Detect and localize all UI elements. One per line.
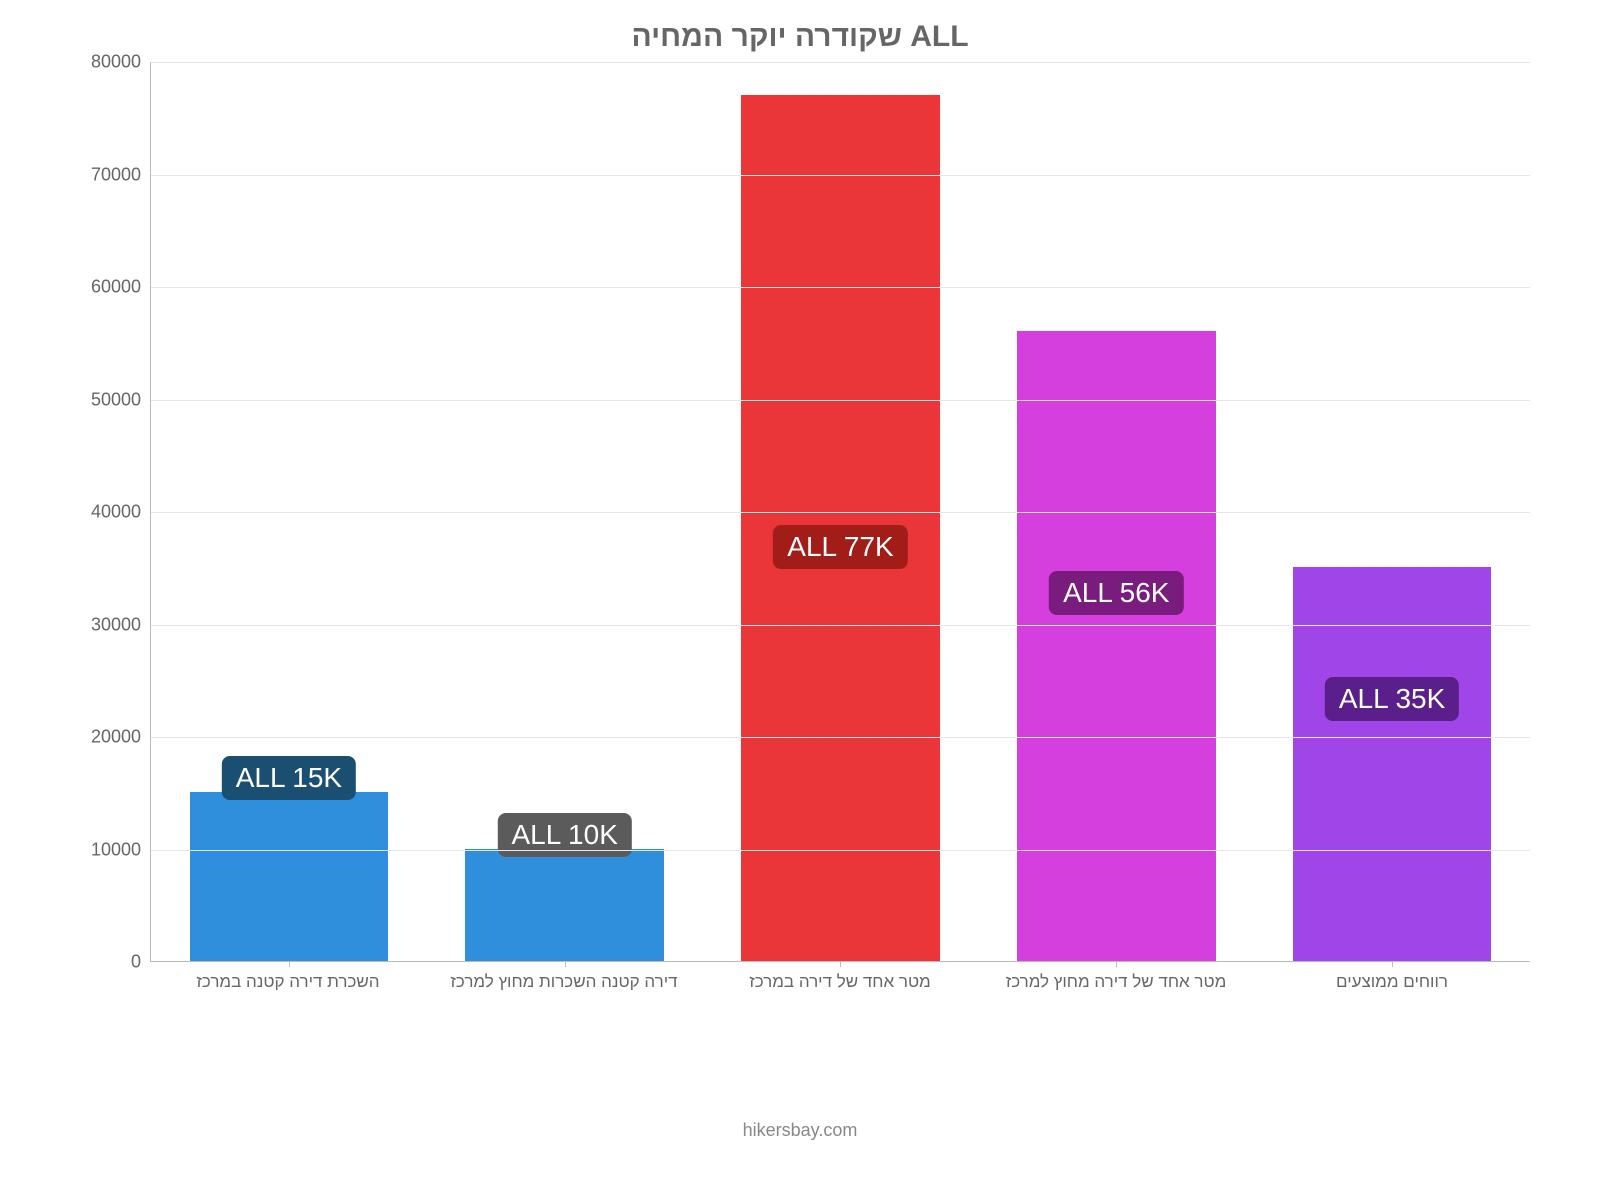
x-tick <box>1392 961 1393 967</box>
y-tick-label: 60000 <box>56 277 141 298</box>
gridline <box>151 850 1530 851</box>
cost-of-living-bar-chart: שקודרה יוקר המחיה ALL ALL 15K ALL 10K ALL … <box>40 20 1560 992</box>
gridline <box>151 62 1530 63</box>
y-tick-label: 20000 <box>56 727 141 748</box>
x-tick <box>565 961 566 967</box>
bar: ALL 15K <box>190 792 389 961</box>
gridline <box>151 175 1530 176</box>
value-badge: ALL 15K <box>222 756 356 800</box>
bar: ALL 35K <box>1293 567 1492 961</box>
plot-area: ALL 15KALL 10KALL 77KALL 56KALL 35K 0100… <box>150 62 1530 962</box>
bar: ALL 56K <box>1017 331 1216 961</box>
bar: ALL 77K <box>741 95 940 961</box>
y-tick-label: 0 <box>56 952 141 973</box>
y-tick-label: 70000 <box>56 164 141 185</box>
value-badge: ALL 56K <box>1049 571 1183 615</box>
bar: ALL 10K <box>465 849 664 962</box>
gridline <box>151 737 1530 738</box>
gridline <box>151 512 1530 513</box>
gridline <box>151 400 1530 401</box>
x-tick <box>1116 961 1117 967</box>
y-tick-label: 10000 <box>56 839 141 860</box>
y-tick-label: 50000 <box>56 389 141 410</box>
y-tick-label: 80000 <box>56 52 141 73</box>
attribution-footer: hikersbay.com <box>0 1120 1600 1141</box>
value-badge: ALL 77K <box>773 525 907 569</box>
y-tick-label: 30000 <box>56 614 141 635</box>
x-tick <box>289 961 290 967</box>
gridline <box>151 287 1530 288</box>
value-badge: ALL 35K <box>1325 677 1459 721</box>
x-tick <box>840 961 841 967</box>
chart-title: שקודרה יוקר המחיה ALL <box>40 20 1560 54</box>
y-tick-label: 40000 <box>56 502 141 523</box>
gridline <box>151 625 1530 626</box>
